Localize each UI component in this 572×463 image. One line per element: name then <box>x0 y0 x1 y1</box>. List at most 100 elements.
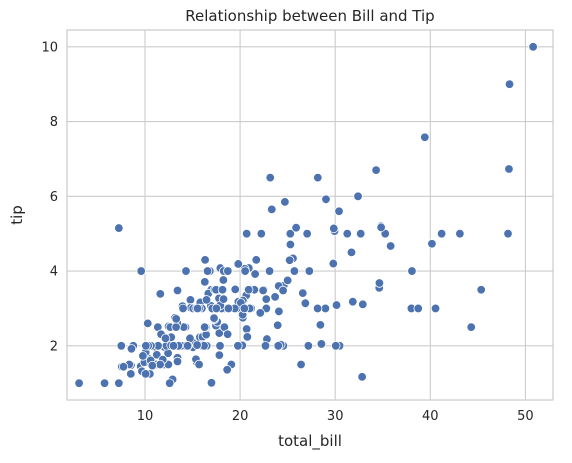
data-point-113 <box>272 320 283 330</box>
data-point-67 <box>74 378 84 388</box>
data-point-213 <box>171 322 181 332</box>
x-tick-label-2: 30 <box>327 409 344 424</box>
data-point-190 <box>194 359 204 370</box>
data-point-108 <box>218 275 229 285</box>
y-tick-label-0: 2 <box>50 339 58 354</box>
data-point-185 <box>241 228 252 239</box>
plot-area-background <box>67 30 553 400</box>
y-tick-label-4: 10 <box>41 40 58 55</box>
data-point-110 <box>178 303 188 314</box>
data-point-225 <box>199 322 210 332</box>
x-axis-label: total_bill <box>278 432 342 451</box>
data-point-180 <box>374 278 385 288</box>
plot-border <box>66 29 554 401</box>
data-point-207 <box>413 303 423 314</box>
data-point-166 <box>242 332 253 342</box>
data-point-243 <box>223 303 234 314</box>
data-point-214 <box>313 172 323 183</box>
data-point-83 <box>355 228 366 239</box>
data-point-92 <box>99 378 110 388</box>
data-point-167 <box>346 247 357 258</box>
data-point-146 <box>222 365 232 375</box>
data-point-125 <box>328 258 339 269</box>
data-point-218 <box>118 362 129 372</box>
data-point-17 <box>200 277 210 287</box>
data-point-142 <box>436 228 447 239</box>
data-point-219 <box>331 300 342 310</box>
data-point-197 <box>455 228 465 239</box>
x-tick-label-1: 20 <box>232 409 249 424</box>
data-point-210 <box>331 341 341 351</box>
data-point-38 <box>222 329 233 339</box>
data-point-149 <box>116 341 127 351</box>
data-point-44 <box>334 206 344 216</box>
data-point-178 <box>136 266 146 276</box>
data-point-88 <box>280 197 290 207</box>
data-point-33 <box>241 324 252 334</box>
data-point-172 <box>114 223 124 233</box>
data-point-164 <box>211 303 222 314</box>
data-point-220 <box>160 333 171 344</box>
data-point-230 <box>273 341 283 351</box>
data-point-152 <box>209 313 219 323</box>
data-point-119 <box>274 306 284 317</box>
x-tick-label-0: 10 <box>137 409 154 424</box>
data-point-217 <box>155 359 165 370</box>
data-point-90 <box>320 303 331 314</box>
data-point-233 <box>147 360 158 371</box>
data-point-107 <box>284 255 295 265</box>
data-point-192 <box>315 320 326 330</box>
data-point-143 <box>302 228 312 239</box>
data-point-155 <box>329 223 339 234</box>
data-point-114 <box>289 266 300 276</box>
data-point-154 <box>233 341 243 351</box>
data-point-23 <box>420 132 430 142</box>
data-point-5 <box>285 239 296 250</box>
data-point-141 <box>371 165 381 175</box>
data-point-111 <box>114 378 124 388</box>
plot-frame <box>66 29 554 401</box>
data-point-241 <box>260 341 271 351</box>
data-point-211 <box>291 223 301 233</box>
data-point-175 <box>358 299 368 310</box>
data-point-200 <box>223 266 233 276</box>
data-point-216 <box>312 303 323 314</box>
data-point-229 <box>255 308 265 318</box>
data-point-85 <box>376 222 386 233</box>
y-tick-label-1: 4 <box>50 265 58 280</box>
data-point-193 <box>192 340 202 350</box>
data-point-234 <box>192 303 203 314</box>
data-point-51 <box>143 318 153 329</box>
data-point-109 <box>181 266 191 276</box>
y-axis-label: tip <box>8 205 26 225</box>
data-point-240 <box>303 341 314 351</box>
data-point-28 <box>251 255 261 265</box>
data-point-94 <box>261 294 271 304</box>
data-point-72 <box>300 298 311 308</box>
x-tick-label-3: 40 <box>422 409 439 424</box>
data-point-242 <box>214 350 225 360</box>
data-point-157 <box>282 275 293 286</box>
y-tick-labels: 2 4 6 8 10 <box>41 40 58 354</box>
data-point-173 <box>348 297 358 307</box>
data-point-148 <box>138 351 148 361</box>
data-point-55 <box>230 284 240 295</box>
data-point-227 <box>239 303 250 314</box>
data-point-221 <box>172 285 183 296</box>
data-points <box>74 42 538 388</box>
data-point-15 <box>250 269 260 279</box>
x-tick-labels: 10 20 30 40 50 <box>137 409 534 424</box>
data-point-224 <box>172 356 183 367</box>
data-point-102 <box>466 322 476 332</box>
data-point-177 <box>182 341 193 351</box>
chart-title: Relationship between Bill and Tip <box>185 7 434 25</box>
data-point-212 <box>504 79 515 89</box>
data-point-237 <box>357 372 367 382</box>
y-tick-label-3: 8 <box>50 115 58 130</box>
data-point-103 <box>258 285 268 296</box>
data-point-47 <box>353 191 363 202</box>
data-point-206 <box>298 288 308 298</box>
data-point-186 <box>243 285 254 295</box>
data-point-184 <box>430 303 441 314</box>
data-point-232 <box>155 289 166 299</box>
